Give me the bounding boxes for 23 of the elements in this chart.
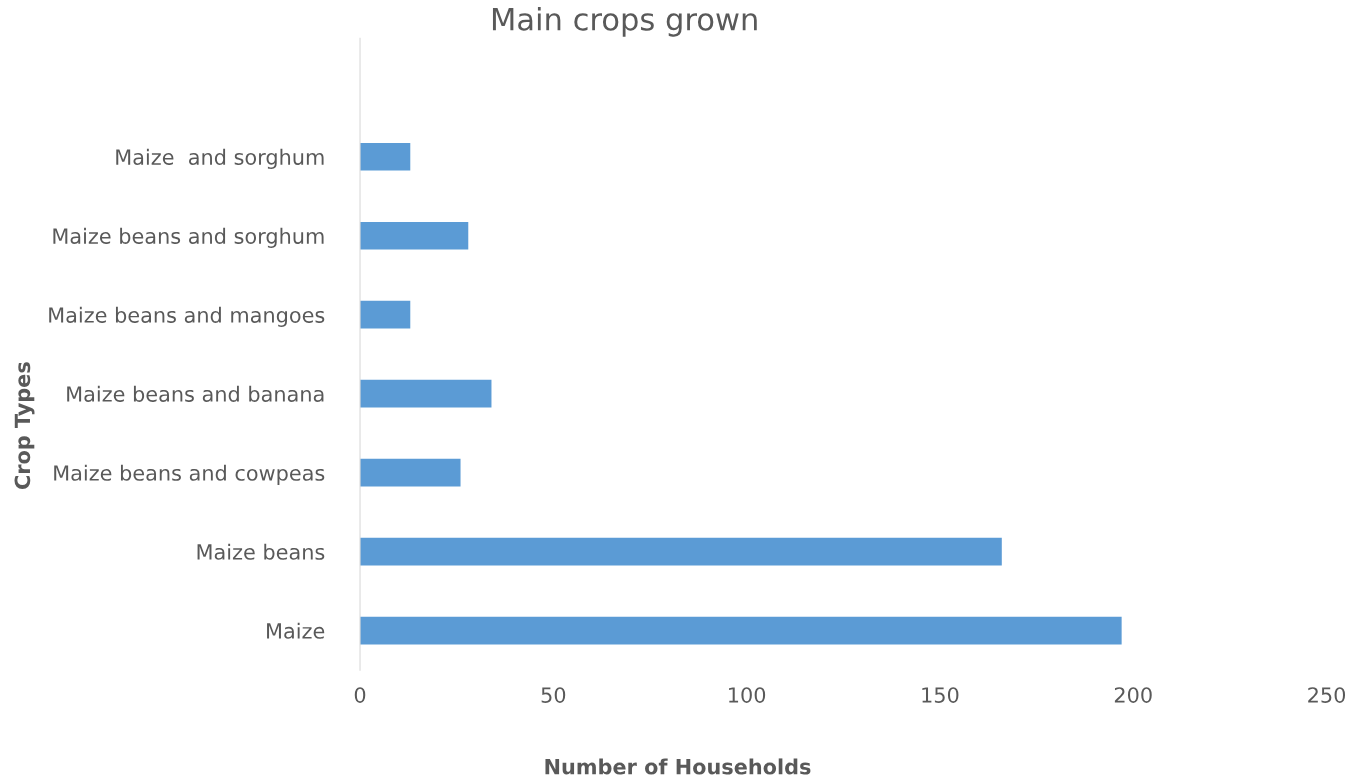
x-tick-label: 250 — [1308, 687, 1346, 703]
chart-title: Main crops grown — [492, 7, 757, 37]
y-tick-label: Maize beans and mangoes — [49, 306, 325, 327]
y-tick-label: Maize and sorghum — [116, 148, 324, 169]
x-axis-title: Number of Households — [545, 758, 811, 775]
bar — [360, 221, 469, 250]
x-tick-label: 50 — [541, 687, 566, 703]
bar — [360, 379, 492, 408]
y-axis-title: Crop Types — [14, 362, 35, 490]
bar — [360, 616, 1122, 645]
x-tick-label: 0 — [354, 687, 366, 703]
x-tick-label: 150 — [922, 687, 959, 703]
bar — [360, 537, 1002, 566]
x-tick-label: 200 — [1114, 687, 1152, 703]
y-tick-label: Maize beans and cowpeas — [54, 464, 325, 485]
x-tick-label: 100 — [729, 687, 766, 703]
y-tick-label: Maize beans and sorghum — [53, 227, 324, 248]
bar — [360, 300, 411, 329]
y-tick-label: Maize — [267, 622, 325, 639]
y-tick-label: Maize beans — [197, 543, 325, 560]
bar — [360, 458, 461, 487]
bar — [360, 142, 411, 171]
y-tick-label: Maize beans and banana — [67, 385, 324, 402]
